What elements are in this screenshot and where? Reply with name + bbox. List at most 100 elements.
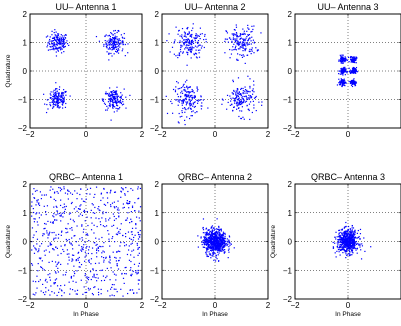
data-point [352, 244, 354, 246]
data-point [353, 244, 356, 246]
data-point [128, 207, 130, 209]
data-point [69, 212, 72, 214]
data-point [359, 233, 362, 235]
data-point [346, 239, 348, 241]
data-point [110, 189, 112, 191]
data-point [55, 214, 57, 216]
data-point [58, 39, 60, 42]
data-point [197, 40, 200, 42]
data-point [70, 242, 72, 244]
data-point [116, 39, 118, 41]
data-point [244, 44, 246, 46]
data-point [83, 286, 85, 288]
data-point [87, 287, 90, 289]
data-point [239, 54, 241, 56]
data-point [109, 104, 112, 106]
data-point [84, 200, 86, 203]
data-point [251, 50, 253, 52]
data-point [207, 248, 209, 251]
data-point [190, 50, 192, 53]
data-point [116, 108, 119, 110]
data-point [234, 33, 236, 35]
data-point [356, 232, 358, 234]
data-point [107, 48, 109, 50]
data-point [68, 281, 70, 283]
data-point [91, 292, 94, 295]
x-axis-label: In Phase [73, 311, 99, 318]
x-tick-label: −2 [290, 301, 300, 310]
data-point [138, 236, 141, 238]
data-point [351, 233, 353, 236]
data-point [340, 57, 342, 59]
data-point [220, 242, 222, 244]
data-point [107, 107, 109, 109]
data-point [342, 56, 344, 58]
data-point [124, 55, 126, 57]
data-point [189, 105, 191, 107]
data-point [190, 43, 192, 46]
data-point [137, 238, 140, 240]
data-point [52, 47, 55, 49]
data-point [117, 232, 119, 234]
data-point [43, 205, 45, 207]
data-point [221, 234, 223, 237]
data-point [334, 242, 336, 244]
data-point [208, 241, 210, 243]
data-point [215, 234, 218, 236]
data-point [203, 239, 206, 242]
data-point [190, 104, 193, 106]
data-point [184, 33, 186, 35]
data-point [111, 202, 114, 204]
data-point [219, 228, 221, 230]
data-point [344, 241, 346, 243]
data-point [105, 91, 107, 93]
data-point [56, 101, 58, 104]
data-point [215, 254, 217, 256]
data-point [109, 40, 112, 42]
data-point [353, 58, 356, 60]
data-point [194, 112, 196, 114]
data-point [130, 254, 132, 256]
data-point [210, 233, 212, 235]
data-point [39, 279, 41, 281]
data-point [106, 192, 108, 194]
data-point [180, 46, 182, 49]
data-point [49, 189, 51, 191]
data-point [235, 94, 237, 96]
data-point [117, 200, 119, 202]
data-point [37, 270, 39, 272]
y-tick-label: −2 [150, 295, 160, 304]
data-point [340, 238, 342, 240]
data-point [120, 95, 122, 98]
data-point [108, 39, 110, 41]
data-point [73, 265, 75, 267]
data-point [356, 56, 358, 59]
data-point [118, 216, 120, 218]
data-point [205, 233, 207, 236]
data-point [220, 230, 222, 232]
data-point [74, 190, 76, 192]
data-point [54, 96, 56, 98]
data-point [190, 51, 192, 54]
data-point [78, 208, 80, 210]
data-point [349, 243, 352, 245]
data-point [196, 36, 198, 38]
data-point [208, 247, 210, 249]
data-point [237, 77, 240, 79]
data-point [223, 241, 225, 243]
y-tick-label: 0 [155, 67, 160, 76]
data-point [223, 239, 225, 242]
data-point [339, 237, 341, 239]
data-point [48, 261, 50, 263]
data-point [95, 269, 97, 272]
x-tick-label: 0 [346, 130, 351, 139]
data-point [115, 257, 117, 259]
data-point [36, 189, 38, 192]
data-point [64, 244, 66, 246]
data-point [194, 105, 196, 108]
data-point [353, 243, 356, 246]
data-point [214, 236, 216, 238]
data-point [209, 238, 211, 241]
data-point [211, 248, 213, 251]
